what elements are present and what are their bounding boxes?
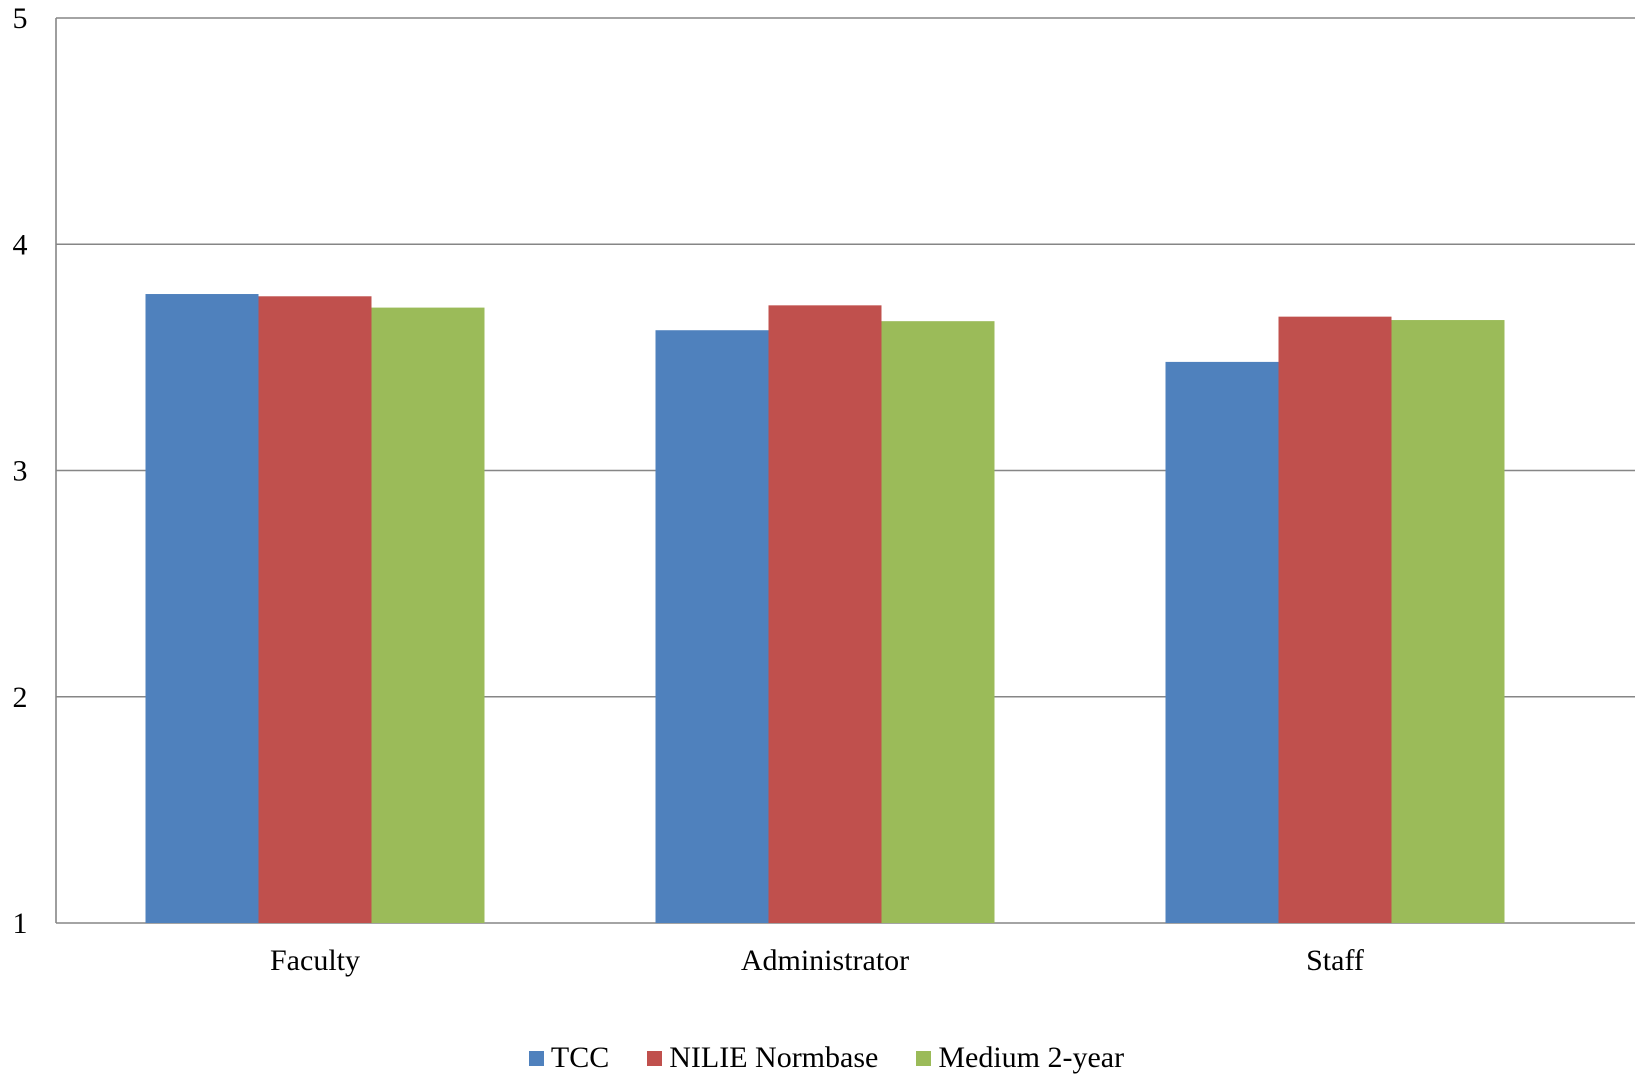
bar-faculty-nilie-normbase (258, 296, 372, 924)
legend-label-medium-2-year: Medium 2-year (938, 1041, 1125, 1074)
legend: TCC NILIE Normbase Medium 2-year (0, 1040, 1635, 1076)
x-category-label-staff: Staff (1306, 944, 1364, 977)
y-tick-label-4: 4 (13, 228, 28, 261)
bar-staff-tcc (1165, 361, 1279, 923)
bars (145, 294, 1505, 924)
bar-administrator-nilie-normbase (768, 305, 882, 923)
legend-item-tcc: TCC (528, 1040, 610, 1076)
x-category-labels: Faculty Administrator Staff (270, 944, 1364, 977)
legend-swatch-medium-2-year (916, 1050, 932, 1066)
y-tick-label-5: 5 (13, 2, 28, 35)
x-category-label-faculty: Faculty (270, 944, 360, 977)
bar-faculty-tcc (145, 294, 259, 923)
y-tick-label-1: 1 (13, 907, 28, 940)
bar-staff-medium-2-year (1391, 320, 1505, 923)
legend-swatch-tcc (528, 1050, 544, 1066)
bar-faculty-medium-2-year (371, 307, 485, 924)
bar-administrator-medium-2-year (881, 321, 995, 923)
legend-label-tcc: TCC (550, 1041, 610, 1074)
legend-label-nilie-normbase: NILIE Normbase (669, 1041, 879, 1074)
y-tick-label-2: 2 (13, 681, 28, 714)
legend-item-nilie-normbase: NILIE Normbase (647, 1040, 878, 1076)
y-tick-label-3: 3 (13, 455, 28, 488)
legend-item-medium-2-year: Medium 2-year (916, 1040, 1124, 1076)
y-tick-labels: 1 2 3 4 5 (13, 2, 28, 940)
bar-administrator-tcc (655, 330, 769, 924)
bar-staff-nilie-normbase (1278, 316, 1392, 923)
x-category-label-administrator: Administrator (741, 944, 909, 977)
legend-swatch-nilie-normbase (647, 1050, 663, 1066)
